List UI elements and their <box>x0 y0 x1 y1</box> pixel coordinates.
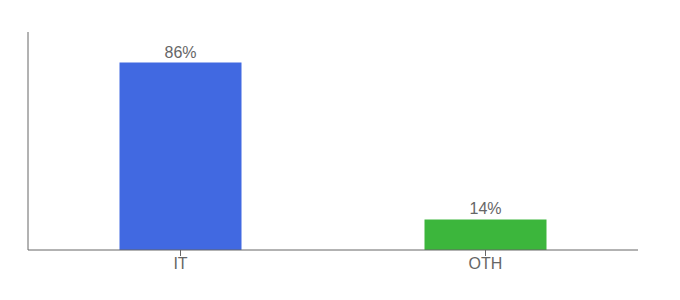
svg-text:86%: 86% <box>164 44 196 61</box>
svg-text:OTH: OTH <box>469 255 503 272</box>
svg-text:14%: 14% <box>469 200 501 217</box>
svg-text:IT: IT <box>173 255 187 272</box>
